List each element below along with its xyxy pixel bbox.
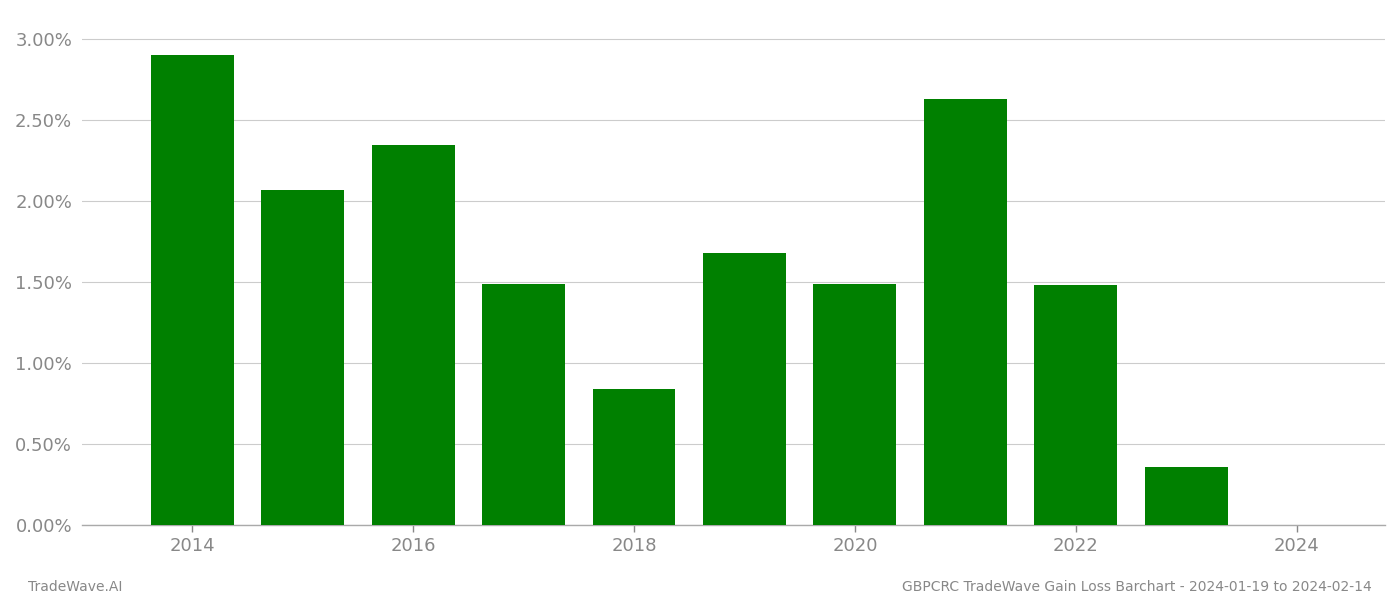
Bar <box>482 284 566 525</box>
Bar <box>813 284 896 525</box>
Bar <box>703 253 785 525</box>
Bar <box>924 99 1007 525</box>
Bar <box>262 190 344 525</box>
Bar <box>1145 467 1228 525</box>
Bar <box>151 55 234 525</box>
Bar <box>592 389 675 525</box>
Text: GBPCRC TradeWave Gain Loss Barchart - 2024-01-19 to 2024-02-14: GBPCRC TradeWave Gain Loss Barchart - 20… <box>902 580 1372 594</box>
Text: TradeWave.AI: TradeWave.AI <box>28 580 122 594</box>
Bar <box>372 145 455 525</box>
Bar <box>1035 286 1117 525</box>
